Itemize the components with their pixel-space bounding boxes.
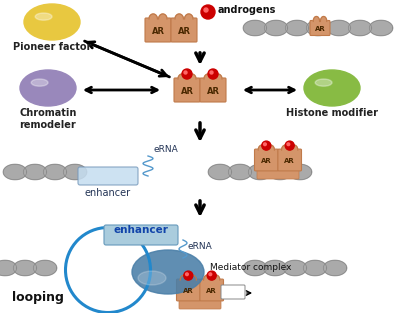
Polygon shape: [327, 20, 351, 36]
Text: looping: looping: [12, 291, 64, 305]
FancyBboxPatch shape: [200, 279, 223, 301]
FancyBboxPatch shape: [310, 20, 330, 35]
Circle shape: [208, 69, 218, 79]
Polygon shape: [178, 74, 186, 79]
Polygon shape: [323, 260, 347, 276]
Polygon shape: [212, 275, 220, 280]
Polygon shape: [248, 164, 272, 180]
Text: Pioneer factor: Pioneer factor: [13, 42, 91, 52]
Circle shape: [186, 273, 188, 276]
Text: AR: AR: [207, 288, 217, 294]
Ellipse shape: [20, 70, 76, 106]
Polygon shape: [175, 14, 183, 19]
Polygon shape: [204, 275, 211, 280]
Polygon shape: [288, 164, 312, 180]
Polygon shape: [188, 74, 196, 79]
Ellipse shape: [31, 79, 48, 86]
Circle shape: [207, 271, 216, 280]
Text: enhancer: enhancer: [113, 225, 168, 235]
Polygon shape: [348, 20, 372, 36]
Ellipse shape: [24, 4, 80, 40]
FancyBboxPatch shape: [221, 285, 245, 299]
Polygon shape: [0, 260, 17, 276]
Text: AR: AR: [183, 288, 194, 294]
Text: Chromatin
remodeler: Chromatin remodeler: [19, 108, 77, 130]
Polygon shape: [290, 145, 298, 150]
Ellipse shape: [315, 79, 332, 86]
Ellipse shape: [138, 271, 166, 285]
Text: enhancer: enhancer: [85, 188, 131, 198]
FancyBboxPatch shape: [145, 18, 171, 42]
Polygon shape: [306, 20, 330, 36]
Circle shape: [285, 141, 294, 150]
Ellipse shape: [304, 70, 360, 106]
Polygon shape: [258, 145, 266, 150]
Polygon shape: [282, 145, 289, 150]
FancyBboxPatch shape: [179, 299, 221, 309]
Circle shape: [287, 143, 290, 146]
Polygon shape: [33, 260, 57, 276]
Polygon shape: [228, 164, 252, 180]
Polygon shape: [208, 164, 232, 180]
Text: AR: AR: [315, 26, 325, 32]
Circle shape: [204, 8, 208, 12]
Text: AR: AR: [207, 86, 219, 95]
Polygon shape: [267, 145, 274, 150]
Text: AR: AR: [261, 158, 271, 164]
Circle shape: [263, 143, 266, 146]
Polygon shape: [243, 20, 267, 36]
Polygon shape: [286, 20, 309, 36]
Polygon shape: [284, 260, 307, 276]
Text: eRNA: eRNA: [188, 242, 213, 251]
Circle shape: [262, 141, 271, 150]
Polygon shape: [264, 20, 288, 36]
Polygon shape: [63, 164, 87, 180]
FancyBboxPatch shape: [174, 78, 200, 102]
Text: eRNA: eRNA: [153, 145, 178, 154]
Polygon shape: [3, 164, 27, 180]
Polygon shape: [189, 275, 196, 280]
Polygon shape: [184, 14, 193, 19]
Polygon shape: [214, 74, 222, 79]
Circle shape: [201, 5, 215, 19]
Polygon shape: [159, 14, 167, 19]
FancyBboxPatch shape: [257, 169, 299, 179]
Polygon shape: [180, 275, 188, 280]
Text: AR: AR: [178, 27, 190, 35]
FancyBboxPatch shape: [171, 18, 197, 42]
Circle shape: [209, 273, 212, 276]
Ellipse shape: [35, 13, 52, 20]
Polygon shape: [313, 17, 320, 22]
FancyBboxPatch shape: [255, 149, 278, 171]
Polygon shape: [320, 17, 327, 22]
Circle shape: [182, 69, 192, 79]
Polygon shape: [204, 74, 213, 79]
Polygon shape: [13, 260, 37, 276]
Polygon shape: [43, 164, 67, 180]
Text: Histone modifier: Histone modifier: [286, 108, 378, 118]
Text: Mediator complex: Mediator complex: [210, 264, 292, 273]
Polygon shape: [23, 164, 47, 180]
Polygon shape: [263, 260, 287, 276]
Ellipse shape: [132, 250, 204, 294]
FancyBboxPatch shape: [200, 78, 226, 102]
Text: AR: AR: [284, 158, 295, 164]
FancyBboxPatch shape: [78, 167, 138, 185]
Polygon shape: [243, 260, 267, 276]
Polygon shape: [303, 260, 327, 276]
Text: androgens: androgens: [218, 5, 276, 15]
Text: AR: AR: [180, 86, 194, 95]
FancyBboxPatch shape: [176, 279, 200, 301]
Text: AR: AR: [152, 27, 164, 35]
Circle shape: [184, 271, 193, 280]
Polygon shape: [268, 164, 292, 180]
Circle shape: [184, 71, 187, 74]
Circle shape: [210, 71, 213, 74]
FancyBboxPatch shape: [278, 149, 302, 171]
FancyBboxPatch shape: [104, 225, 178, 245]
Polygon shape: [149, 14, 158, 19]
Polygon shape: [369, 20, 393, 36]
